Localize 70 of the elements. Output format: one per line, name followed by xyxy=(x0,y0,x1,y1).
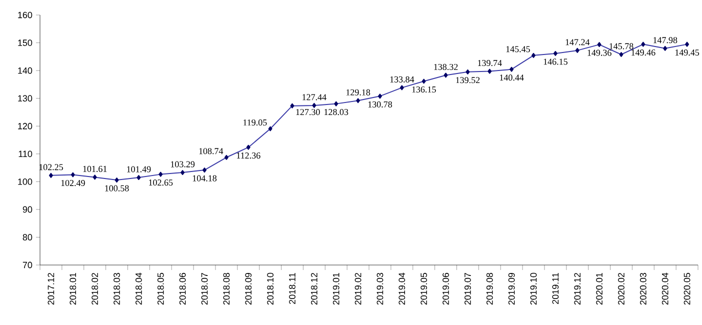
x-tick-label: 2017.12 xyxy=(48,272,54,305)
x-tick-label: 2018.02 xyxy=(92,272,98,305)
x-tick-label: 2020.05 xyxy=(684,272,690,305)
data-label: 108.74 xyxy=(199,148,224,154)
data-label: 130.78 xyxy=(368,101,392,108)
data-label: 102.49 xyxy=(61,180,85,186)
y-tick-label: 110 xyxy=(18,150,32,158)
x-tick-label: 2019.10 xyxy=(530,272,537,305)
y-tick-label: 120 xyxy=(18,122,32,130)
data-label: 140.44 xyxy=(500,74,524,81)
data-label: 149.45 xyxy=(675,50,700,56)
data-label: 139.52 xyxy=(456,77,480,84)
x-tick-label: 2018.07 xyxy=(201,272,208,305)
data-label: 147.24 xyxy=(566,39,590,46)
data-label: 139.74 xyxy=(478,60,502,66)
data-label: 127.44 xyxy=(302,94,326,100)
x-tick-label: 2019.08 xyxy=(486,272,493,305)
data-label: 145.45 xyxy=(506,46,530,52)
data-label: 133.84 xyxy=(390,76,414,82)
x-tick-label: 2018.09 xyxy=(245,272,252,305)
x-tick-label: 2019.07 xyxy=(464,272,471,305)
y-tick-label: 90 xyxy=(22,206,32,213)
x-tick-label: 2020.04 xyxy=(662,272,668,305)
data-label: 103.29 xyxy=(170,161,195,168)
data-label: 101.61 xyxy=(83,166,107,172)
y-tick-label: 130 xyxy=(18,95,32,102)
x-tick-label: 2019.05 xyxy=(420,272,428,305)
data-label: 101.49 xyxy=(127,166,151,172)
y-tick-label: 100 xyxy=(18,178,32,185)
y-tick-label: 70 xyxy=(22,262,32,268)
data-label: 102.25 xyxy=(39,164,63,170)
data-label: 146.15 xyxy=(544,58,568,65)
x-tick-label: 2019.12 xyxy=(574,272,581,305)
data-label: 149.46 xyxy=(632,49,656,56)
x-tick-label: 2019.04 xyxy=(398,272,406,305)
x-tick-label: 2019.01 xyxy=(332,272,340,305)
x-tick-label: 2018.08 xyxy=(223,272,230,305)
x-tick-label: 2018.06 xyxy=(179,272,186,305)
y-tick-label: 140 xyxy=(18,67,32,74)
data-label: 100.58 xyxy=(105,185,129,192)
x-tick-label: 2018.05 xyxy=(157,272,164,305)
x-tick-label: 2018.11 xyxy=(289,272,296,304)
y-tick-label: 150 xyxy=(18,40,32,46)
y-tick-label: 160 xyxy=(18,12,32,18)
x-tick-label: 2020.01 xyxy=(596,272,602,305)
data-label: 112.36 xyxy=(236,152,260,159)
x-tick-label: 2019.06 xyxy=(442,272,449,305)
x-tick-label: 2019.11 xyxy=(552,272,559,304)
x-tick-label: 2018.12 xyxy=(310,272,318,305)
x-tick-label: 2019.02 xyxy=(354,272,362,305)
data-label: 145.78 xyxy=(610,43,634,50)
y-tick-label: 80 xyxy=(22,234,32,240)
data-label: 127.30 xyxy=(296,109,320,116)
data-label: 119.05 xyxy=(243,119,267,126)
data-label: 102.65 xyxy=(149,180,173,186)
x-tick-label: 2019.03 xyxy=(376,272,384,305)
x-tick-label: 2018.04 xyxy=(136,272,142,305)
x-tick-label: 2018.10 xyxy=(267,272,274,305)
x-tick-label: 2020.03 xyxy=(640,272,646,305)
data-label: 128.03 xyxy=(324,109,348,116)
data-label: 104.18 xyxy=(192,175,217,182)
data-label: 149.36 xyxy=(588,50,612,56)
data-label: 129.18 xyxy=(346,89,370,96)
data-label: 136.15 xyxy=(412,86,436,93)
x-tick-label: 2019.09 xyxy=(508,272,515,305)
data-label: 147.98 xyxy=(654,37,678,44)
x-tick-label: 2018.01 xyxy=(70,272,76,305)
x-tick-label: 2018.03 xyxy=(114,272,120,305)
x-tick-label: 2020.02 xyxy=(618,272,624,305)
data-label: 138.32 xyxy=(434,64,458,70)
